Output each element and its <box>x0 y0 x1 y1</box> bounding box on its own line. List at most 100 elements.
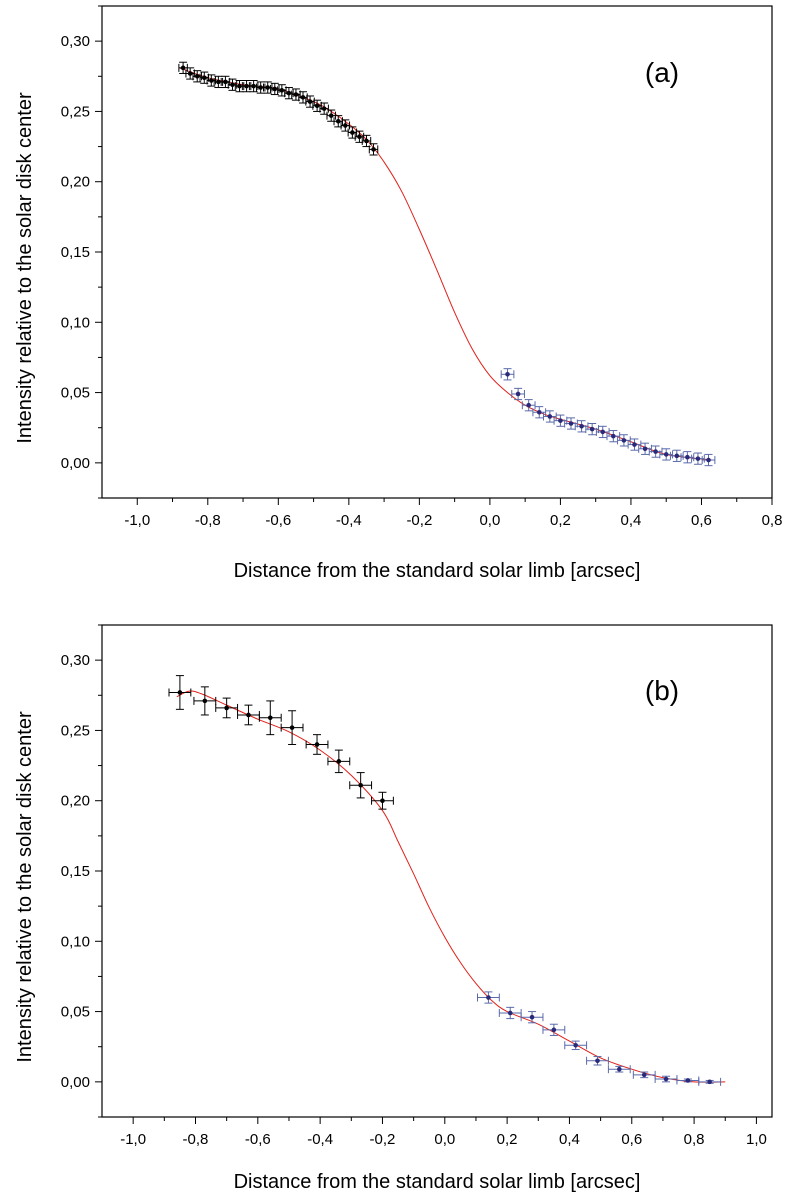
data-point <box>298 91 308 104</box>
y-tick-label: 0,00 <box>61 455 90 472</box>
data-marker <box>265 85 271 90</box>
x-tick-label: -0,8 <box>183 1131 209 1148</box>
y-axis-label: Intensity relative to the solar disk cen… <box>14 92 36 444</box>
x-tick-label: -0,4 <box>307 1131 333 1148</box>
data-marker <box>300 95 306 100</box>
y-tick-label: 0,25 <box>61 103 90 120</box>
chart-panel-a: -1,0 -0,8 -0,6 -0,4 -0,2 0,0 0,2 0,4 0,6 0,8 0,00… <box>14 5 782 582</box>
data-marker <box>201 75 207 80</box>
data-point <box>542 1023 566 1036</box>
data-marker <box>258 85 263 90</box>
data-marker <box>380 798 385 804</box>
data-marker <box>573 1043 578 1048</box>
panel-label: (b) <box>645 675 679 706</box>
data-marker <box>589 426 595 432</box>
data-marker <box>695 456 701 461</box>
data-marker <box>336 759 342 764</box>
x-tick-label: -0,6 <box>265 512 291 529</box>
y-tick-label: 0,25 <box>61 722 90 739</box>
x-tick-label: 0,0 <box>479 512 500 529</box>
data-point <box>327 749 351 774</box>
x-axis-label: Distance from the standard solar limb [a… <box>234 560 641 582</box>
y-tick-label: 0,30 <box>61 652 90 669</box>
data-marker <box>321 106 327 111</box>
data-marker <box>279 88 285 93</box>
x-tick-label: -0,4 <box>336 512 362 529</box>
data-marker <box>223 79 228 85</box>
fit-curve <box>179 67 713 461</box>
y-tick-label: 0,10 <box>61 933 90 950</box>
data-marker <box>707 1079 712 1085</box>
data-marker <box>314 103 320 109</box>
data-marker <box>358 782 363 788</box>
data-marker <box>663 452 669 457</box>
x-tick-label: 0,6 <box>691 512 712 529</box>
chart-panel-b: -1,0 -0,8 -0,6 -0,4 -0,2 0,0 0,2 0,4 0,6 0,8 1,0 0… <box>14 624 773 1193</box>
y-tick-label: 0,15 <box>61 244 90 261</box>
data-point <box>354 130 365 143</box>
data-marker <box>314 742 320 747</box>
data-point <box>701 453 716 467</box>
data-marker <box>209 78 214 83</box>
data-point <box>178 61 188 74</box>
data-marker <box>251 83 256 89</box>
y-tick-label: 0,05 <box>61 385 90 402</box>
data-marker <box>617 1066 622 1072</box>
panel-label: (a) <box>645 57 679 88</box>
data-marker <box>600 429 606 435</box>
x-tick-label: 0,2 <box>550 512 571 529</box>
y-tick-label: 0,00 <box>61 1074 90 1091</box>
data-marker <box>293 92 299 97</box>
x-tick-label: 0,6 <box>621 1131 642 1148</box>
data-marker <box>641 1072 647 1078</box>
data-marker <box>289 725 295 730</box>
data-marker <box>547 414 553 419</box>
y-tick-label: 0,05 <box>61 1004 90 1021</box>
x-tick-label: -0,6 <box>245 1131 271 1148</box>
data-marker <box>180 65 186 71</box>
data-marker <box>663 1076 669 1082</box>
data-marker <box>224 705 229 711</box>
data-marker <box>568 421 574 426</box>
y-axis-label: Intensity relative to the solar disk cen… <box>14 711 36 1063</box>
y-tick-label: 0,20 <box>61 793 90 810</box>
data-marker <box>505 371 510 377</box>
x-tick-label: 0,2 <box>497 1131 518 1148</box>
data-marker <box>632 442 637 447</box>
x-tick-label: -1,0 <box>124 512 150 529</box>
y-tick-label: 0,10 <box>61 314 90 331</box>
data-marker <box>216 79 221 85</box>
fit-curve <box>176 690 726 1083</box>
data-marker <box>267 715 273 721</box>
data-marker <box>507 1010 513 1016</box>
data-marker <box>246 712 251 718</box>
x-tick-label: -0,2 <box>370 1131 396 1148</box>
data-marker <box>685 1078 691 1083</box>
data-marker <box>194 73 200 79</box>
x-tick-label: 0,0 <box>434 1131 455 1148</box>
data-marker <box>371 147 376 152</box>
data-marker <box>237 83 242 89</box>
data-marker <box>611 433 616 439</box>
x-tick-label: 1,0 <box>746 1131 767 1148</box>
data-marker <box>536 409 542 415</box>
data-marker <box>529 1014 535 1020</box>
data-marker <box>350 130 355 135</box>
data-marker <box>286 90 292 96</box>
y-tick-label: 0,30 <box>61 33 90 50</box>
data-marker <box>674 453 680 459</box>
data-marker <box>558 418 563 423</box>
data-marker <box>364 138 369 144</box>
data-marker <box>244 83 249 89</box>
x-tick-label: -0,8 <box>195 512 221 529</box>
data-marker <box>526 402 531 408</box>
data-marker <box>486 995 491 1000</box>
data-marker <box>343 123 348 128</box>
data-marker <box>551 1027 557 1033</box>
y-tick-label: 0,15 <box>61 863 90 880</box>
data-marker <box>685 454 690 460</box>
data-marker <box>335 118 341 124</box>
data-marker <box>202 698 208 704</box>
data-marker <box>642 446 648 452</box>
